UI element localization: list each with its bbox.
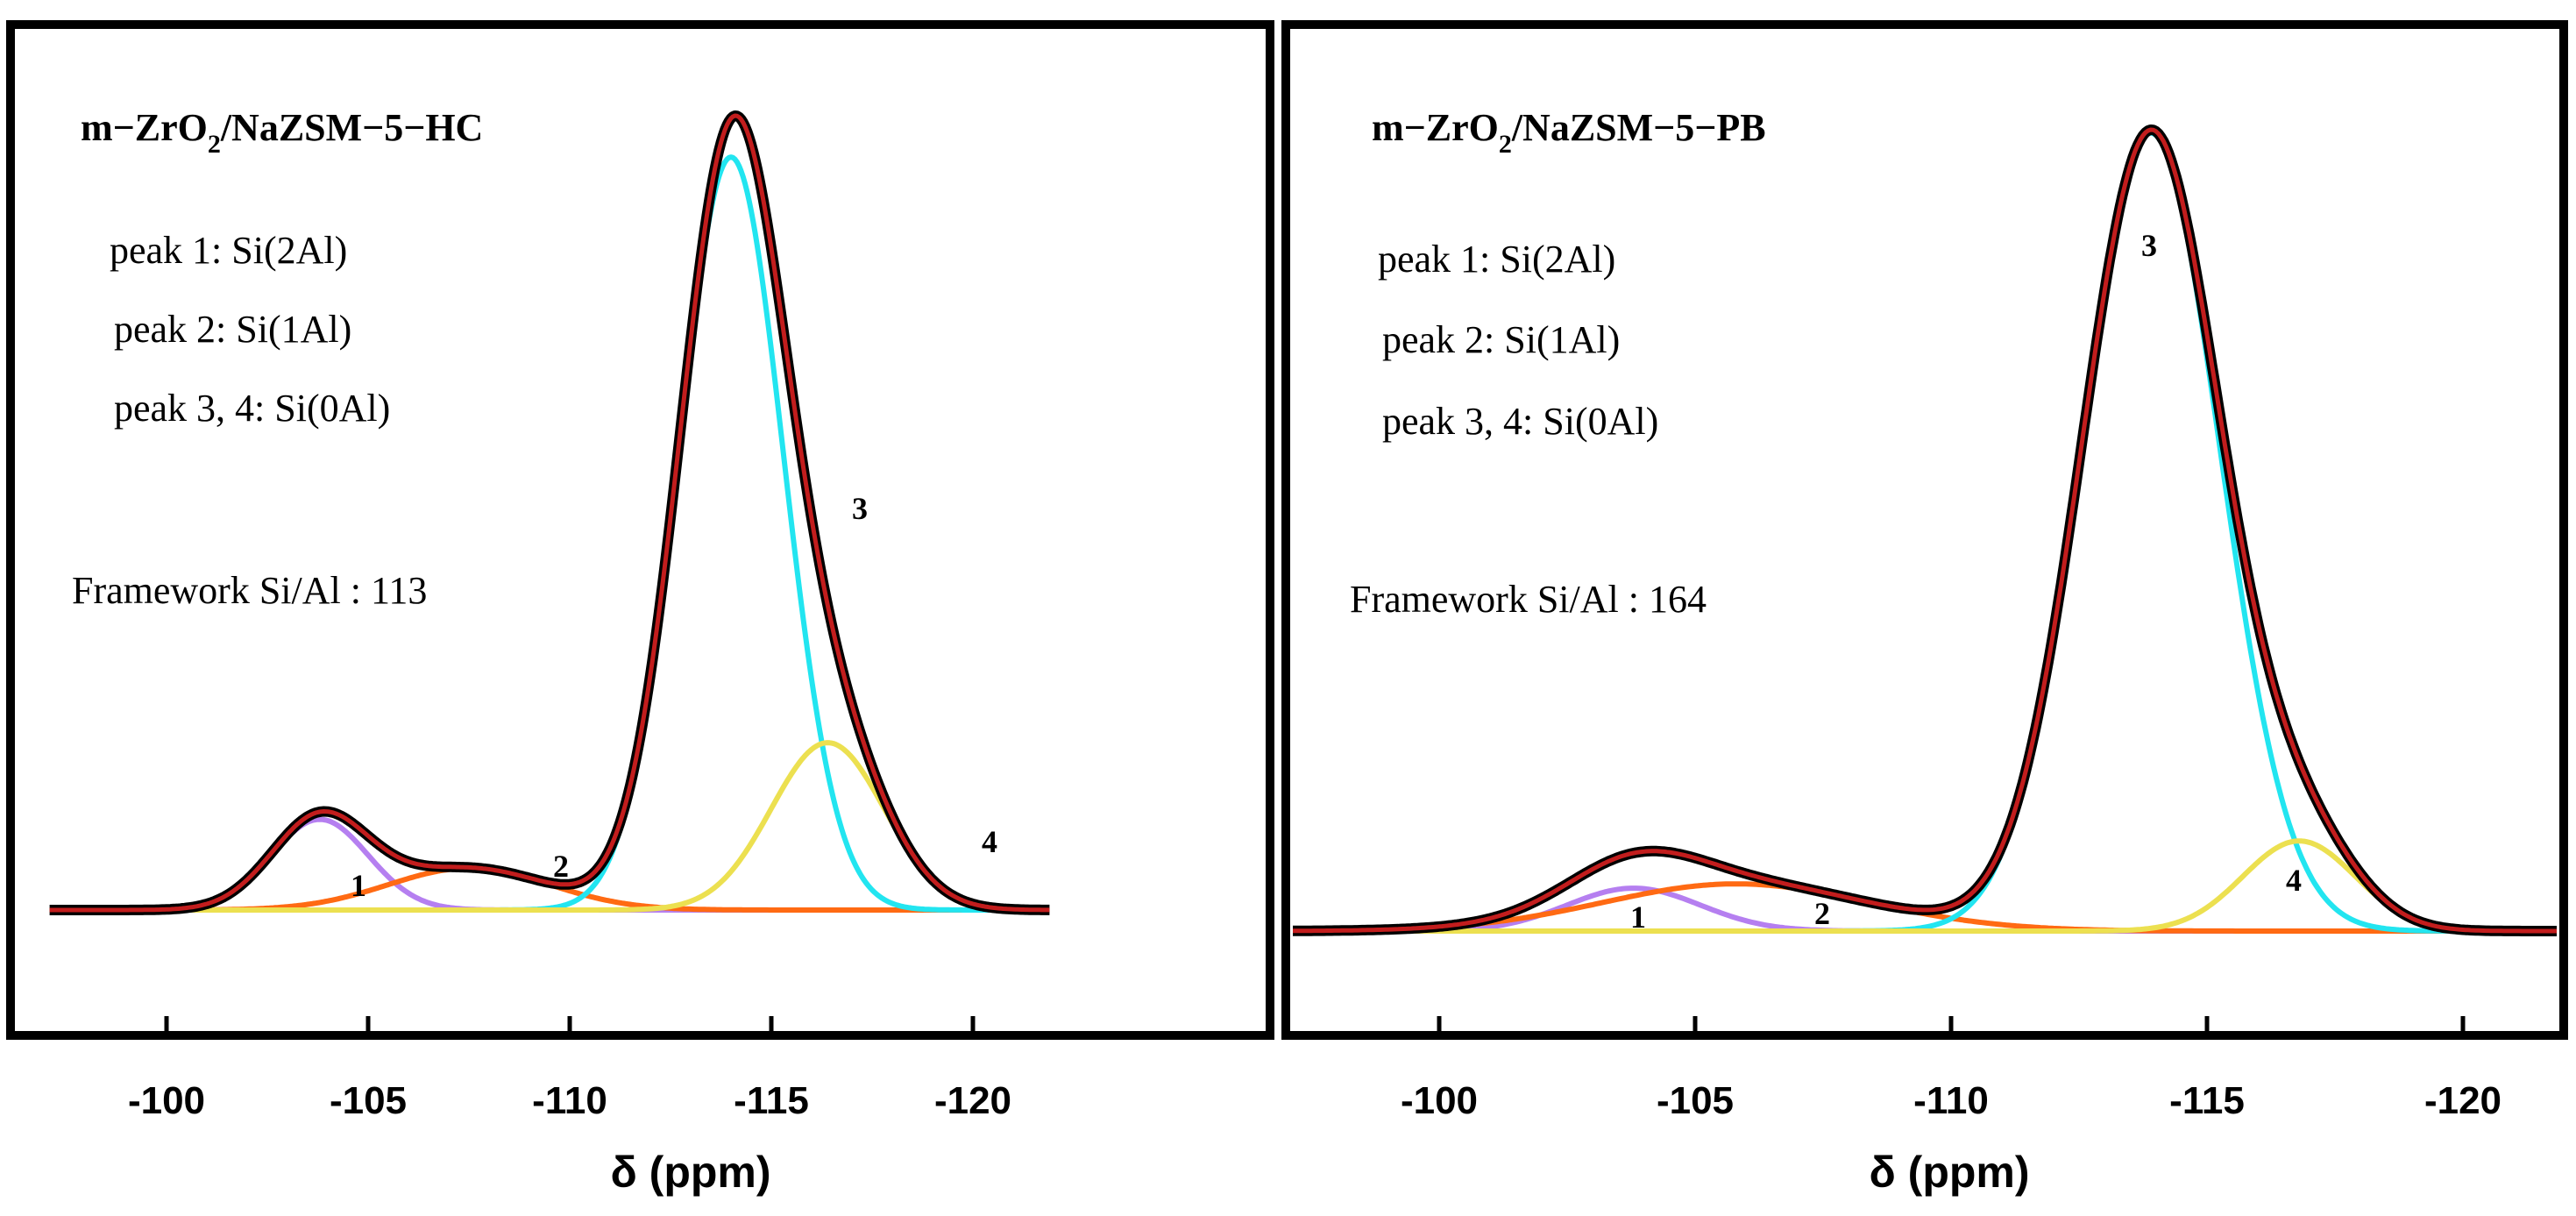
note-peak-1: peak 1: Si(2Al) bbox=[110, 229, 347, 272]
x-tick-label: -110 bbox=[1913, 1079, 1989, 1122]
framework-ratio: Framework Si/Al : 164 bbox=[1350, 578, 1707, 621]
plot-frame bbox=[1281, 20, 2568, 1040]
x-tick-label: -115 bbox=[734, 1079, 809, 1122]
panel-title: m−ZrO2/NaZSM−5−PB bbox=[1372, 106, 1766, 159]
peak-label-4: 4 bbox=[982, 824, 997, 859]
spectrum-curves bbox=[1288, 124, 2561, 936]
x-tick-label: -120 bbox=[2424, 1079, 2501, 1122]
peak-label-1: 1 bbox=[351, 868, 366, 903]
note-peak-3-4: peak 3, 4: Si(0Al) bbox=[1382, 400, 1658, 443]
note-peak-1: peak 1: Si(2Al) bbox=[1378, 238, 1615, 281]
plot-frame bbox=[6, 20, 1274, 1040]
peak-label-2: 2 bbox=[1814, 896, 1830, 931]
panel-hc: m−ZrO2/NaZSM−5−HC peak 1: Si(2Al) peak 2… bbox=[6, 20, 1274, 1197]
x-axis-ticks bbox=[1437, 1016, 2466, 1035]
peak-label-4: 4 bbox=[2286, 863, 2302, 898]
series-line-fit bbox=[49, 113, 1050, 913]
panel-title: m−ZrO2/NaZSM−5−HC bbox=[81, 106, 483, 159]
series-line-fit bbox=[1291, 127, 2558, 934]
peak-label-1: 1 bbox=[1630, 900, 1646, 935]
spectrum-curves bbox=[46, 110, 1054, 915]
x-tick-label: -120 bbox=[934, 1079, 1011, 1122]
peak-label-3: 3 bbox=[852, 491, 868, 526]
x-tick-label: -110 bbox=[532, 1079, 607, 1122]
x-tick-label: -105 bbox=[1657, 1079, 1734, 1122]
note-peak-2: peak 2: Si(1Al) bbox=[1382, 318, 1620, 361]
peak-label-2: 2 bbox=[553, 849, 569, 884]
x-axis-ticks bbox=[164, 1016, 976, 1035]
panel-pb: m−ZrO2/NaZSM−5−PB peak 1: Si(2Al) peak 2… bbox=[1281, 20, 2568, 1197]
series-line-peak-4 bbox=[1290, 838, 2558, 934]
note-peak-3-4: peak 3, 4: Si(0Al) bbox=[114, 387, 390, 430]
x-tick-label: -100 bbox=[128, 1079, 205, 1122]
x-axis-label: δ (ppm) bbox=[1869, 1148, 2029, 1197]
peak-label-3: 3 bbox=[2141, 228, 2157, 263]
framework-ratio: Framework Si/Al : 113 bbox=[72, 569, 427, 612]
x-axis-label: δ (ppm) bbox=[610, 1148, 770, 1197]
note-peak-2: peak 2: Si(1Al) bbox=[114, 308, 351, 351]
x-tick-label: -105 bbox=[330, 1079, 407, 1122]
x-tick-label: -100 bbox=[1401, 1079, 1478, 1122]
x-tick-label: -115 bbox=[2169, 1079, 2245, 1122]
